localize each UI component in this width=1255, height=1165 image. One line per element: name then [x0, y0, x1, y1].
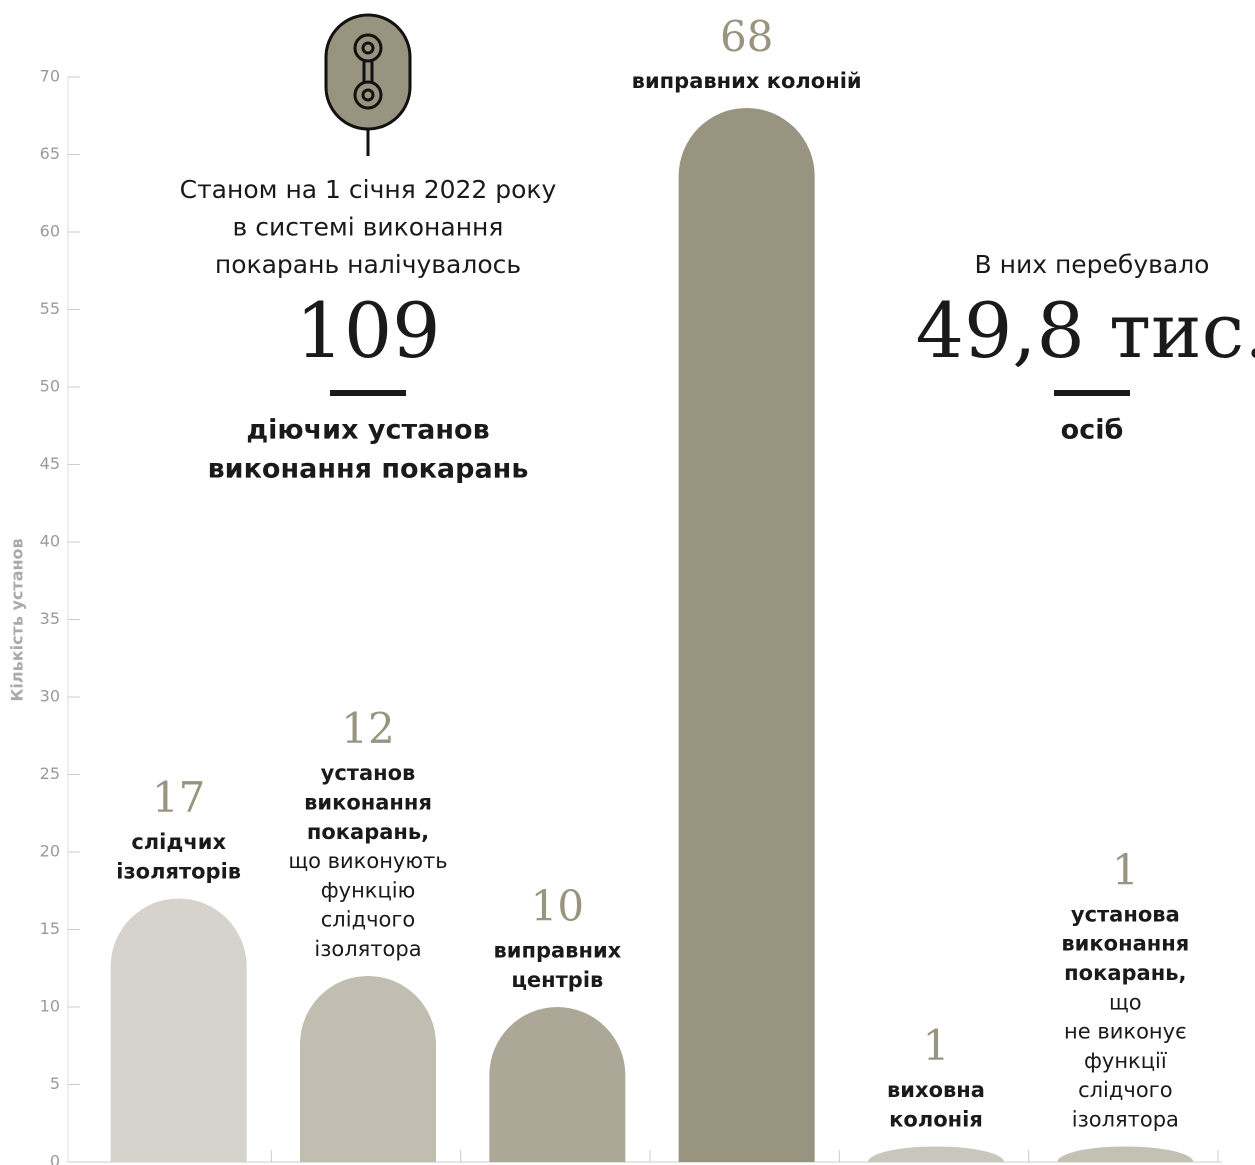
- bar-description: ізолятора: [314, 937, 421, 961]
- bar-description: не виконує: [1064, 1020, 1187, 1044]
- value-label: 68: [720, 12, 773, 61]
- y-tick-label: 50: [40, 377, 60, 396]
- bar-description: установа: [1071, 902, 1180, 926]
- y-tick-label: 60: [40, 222, 60, 241]
- annotation-number: 49,8 тис.: [916, 286, 1255, 375]
- y-tick-label: 40: [40, 532, 60, 551]
- annotation-text: В них перебувало: [975, 250, 1210, 279]
- bar: [678, 108, 815, 1163]
- bar-description: слідчого: [321, 908, 415, 932]
- value-label: 1: [923, 1021, 950, 1070]
- bar-description: покарань,: [307, 820, 429, 844]
- y-tick-label: 5: [50, 1074, 60, 1093]
- value-label: 1: [1112, 845, 1139, 894]
- bar-description: слідчого: [1078, 1078, 1172, 1102]
- bar-description: виконання: [304, 791, 432, 815]
- underline: [330, 390, 406, 396]
- y-tick-label: 70: [40, 67, 60, 86]
- y-tick-label: 15: [40, 919, 60, 938]
- y-tick-label: 45: [40, 454, 60, 473]
- bar-description: функції: [1084, 1049, 1167, 1073]
- underline: [1054, 390, 1130, 396]
- bar-description: слідчих: [131, 830, 226, 854]
- bar-description: колонія: [889, 1108, 983, 1132]
- bar: [110, 898, 247, 1162]
- bar-description: функцію: [321, 878, 416, 902]
- bar: [1057, 1146, 1194, 1162]
- bar: [868, 1146, 1004, 1162]
- bar: [489, 1007, 626, 1162]
- annotation-caption: виконання покарань: [208, 454, 529, 485]
- annotation-number: 109: [295, 286, 440, 375]
- bar-description: покарань,: [1064, 961, 1186, 985]
- y-axis-label: Кількість установ: [8, 538, 27, 701]
- y-tick-label: 55: [40, 299, 60, 318]
- bar-description: центрів: [511, 968, 603, 992]
- y-tick-label: 20: [40, 842, 60, 861]
- bar-description: виконання: [1061, 932, 1189, 956]
- annotation-text: покарань налічувалось: [215, 250, 521, 279]
- bar-description: виправних колоній: [632, 69, 862, 93]
- icon: [324, 13, 412, 156]
- value-label: 12: [341, 704, 394, 753]
- bar-description: виховна: [887, 1078, 985, 1102]
- y-tick-label: 0: [50, 1152, 60, 1165]
- bar-description: що виконують: [288, 849, 447, 873]
- y-tick-label: 65: [40, 144, 60, 163]
- annotation-text: Станом на 1 січня 2022 року: [180, 175, 557, 204]
- annotation-caption: осіб: [1061, 415, 1124, 446]
- annotation-text: в системі виконання: [233, 213, 504, 242]
- bar-description: ізолятора: [1072, 1108, 1179, 1132]
- y-tick-label: 30: [40, 687, 60, 706]
- bar-description: виправних: [493, 939, 621, 963]
- bar-description: установ: [321, 761, 416, 785]
- bar: [300, 976, 436, 1162]
- y-tick-label: 35: [40, 609, 60, 628]
- bar-description: що: [1109, 990, 1142, 1014]
- value-label: 10: [531, 882, 584, 931]
- value-label: 17: [152, 773, 205, 822]
- y-tick-label: 10: [40, 997, 60, 1016]
- annotation-caption: діючих установ: [246, 415, 489, 446]
- bar-description: ізоляторів: [116, 860, 241, 884]
- y-tick-label: 25: [40, 764, 60, 783]
